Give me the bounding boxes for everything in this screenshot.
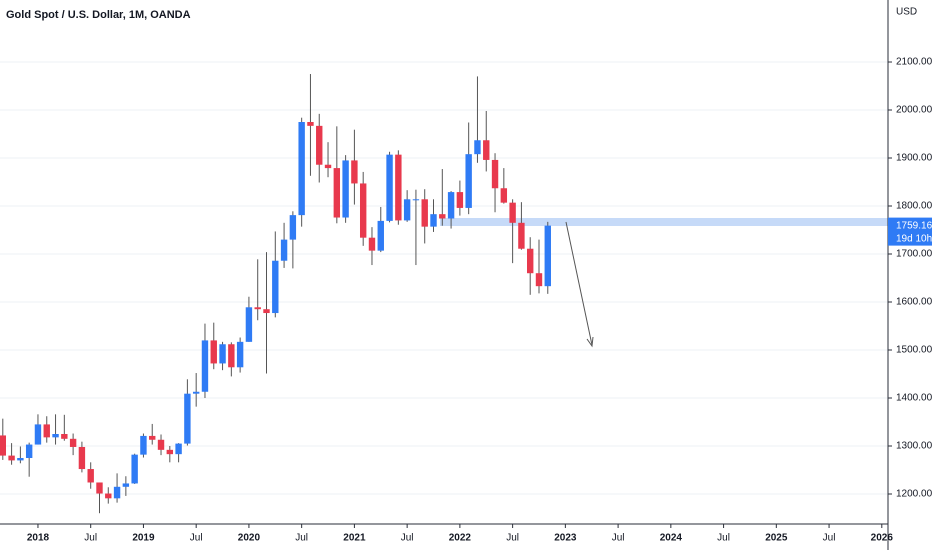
candle-body <box>447 192 455 219</box>
candle-body <box>166 449 174 455</box>
candle-body <box>491 159 499 189</box>
candle-body <box>131 454 138 484</box>
candle-body <box>122 483 130 487</box>
candle-body <box>25 444 33 459</box>
candle-body <box>500 188 508 203</box>
x-tick-label: 2021 <box>343 533 366 544</box>
x-tick-label: 2020 <box>238 533 261 544</box>
candle-body <box>368 237 376 251</box>
x-tick-label: 2026 <box>871 533 894 544</box>
candle-body <box>474 140 481 155</box>
candle-body <box>483 140 490 160</box>
x-tick-label: Jul <box>612 533 625 544</box>
candle-body <box>61 434 68 439</box>
candle-body <box>535 273 543 287</box>
candle-body <box>8 455 15 461</box>
y-tick-label: 1400.000 <box>896 393 932 404</box>
y-tick-label: 1200.000 <box>896 489 932 500</box>
price-zone <box>440 218 888 226</box>
y-tick-label: 1500.000 <box>896 345 932 356</box>
x-tick-label: Jul <box>190 533 203 544</box>
x-tick-label: Jul <box>506 533 519 544</box>
candle-body <box>342 160 349 218</box>
candle-body <box>395 154 402 221</box>
candle-body <box>439 214 446 219</box>
candle-body <box>518 222 525 249</box>
candle-body <box>140 435 147 455</box>
x-tick-label: Jul <box>295 533 308 544</box>
candle-body <box>456 192 464 208</box>
candle-body <box>113 486 121 499</box>
chart-title: Gold Spot / U.S. Dollar, 1M, OANDA <box>6 9 191 21</box>
x-tick-label: Jul <box>823 533 836 544</box>
x-tick-label: 2024 <box>660 533 683 544</box>
x-tick-label: 2022 <box>449 533 472 544</box>
candle-body <box>280 239 288 261</box>
candle-body <box>307 122 314 126</box>
last-price-tag <box>888 217 932 246</box>
candle-body <box>201 340 209 392</box>
candle-body <box>324 164 332 169</box>
arrow-line <box>565 221 593 346</box>
x-tick-label: Jul <box>401 533 414 544</box>
x-tick-label: Jul <box>84 533 97 544</box>
candle-body <box>465 154 472 208</box>
candle-body <box>377 220 384 251</box>
candle-body <box>421 199 428 227</box>
candle-body <box>175 443 182 455</box>
candle-body <box>87 469 94 483</box>
candle-body <box>96 482 103 494</box>
candle-body <box>34 424 42 445</box>
candle-body <box>316 125 323 165</box>
currency-label: USD <box>896 7 917 18</box>
candle-body <box>192 391 200 394</box>
candle-body <box>236 341 244 368</box>
candle-body <box>403 199 411 221</box>
candle-body <box>333 168 341 218</box>
candle-body <box>52 434 59 438</box>
candle-body <box>412 199 420 201</box>
candle-body <box>386 154 393 221</box>
x-tick-label: Jul <box>717 533 730 544</box>
candle-body <box>228 344 235 368</box>
arrow-head <box>586 336 594 348</box>
x-tick-label: 2025 <box>765 533 788 544</box>
candle-body <box>43 424 50 438</box>
y-tick-label: 1300.000 <box>896 441 932 452</box>
candle-body <box>544 225 551 287</box>
candle-body <box>298 122 305 216</box>
candle-body <box>430 214 437 227</box>
candle-body <box>105 493 112 499</box>
y-tick-label: 1700.000 <box>896 249 932 260</box>
y-tick-label: 1900.000 <box>896 153 932 164</box>
y-tick-label: 1600.000 <box>896 297 932 308</box>
candle-body <box>184 393 191 444</box>
candle-body <box>78 446 86 470</box>
last-price-label: 1759.165 <box>896 220 932 231</box>
candle-body <box>157 439 165 450</box>
y-tick-label: 2000.000 <box>896 105 932 116</box>
candle-body <box>254 307 261 310</box>
y-tick-label: 2100.000 <box>896 57 932 68</box>
candle-body <box>351 160 358 184</box>
candle-body <box>149 435 156 440</box>
candle-body <box>263 309 270 314</box>
candle-body <box>245 307 253 342</box>
candle-body <box>509 202 516 223</box>
candle-body <box>69 438 77 447</box>
x-tick-label: 2019 <box>132 533 155 544</box>
candle-body <box>0 435 7 456</box>
y-tick-label: 1800.000 <box>896 201 932 212</box>
x-tick-label: 2018 <box>27 533 50 544</box>
candle-body <box>527 248 534 274</box>
candle-body <box>219 344 226 364</box>
x-tick-label: 2023 <box>554 533 577 544</box>
candle-body <box>359 183 367 238</box>
candle-body <box>17 458 24 461</box>
candle-body <box>210 340 217 364</box>
countdown-label: 19d 10h <box>896 233 932 244</box>
candle-body <box>289 215 297 240</box>
candle-body <box>272 260 279 314</box>
